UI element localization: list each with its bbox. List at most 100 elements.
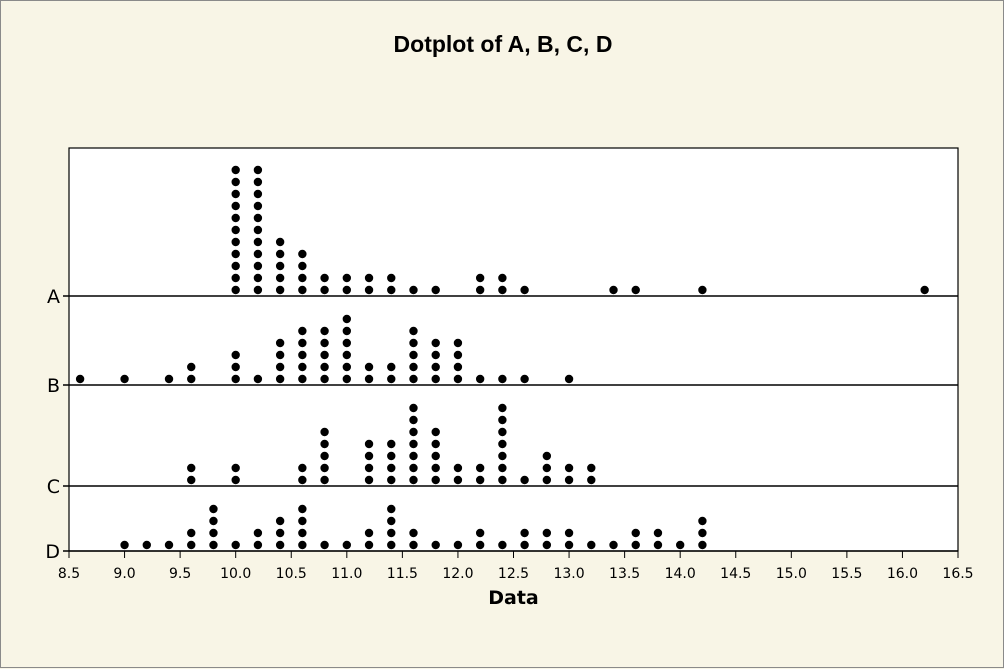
dot-b <box>409 338 418 348</box>
dot-b <box>298 374 307 384</box>
dot-b <box>275 374 285 384</box>
dot-b <box>409 350 418 360</box>
dot-c <box>320 427 329 437</box>
dot-c <box>475 475 485 485</box>
dot-c <box>453 475 463 485</box>
dot-d <box>142 540 151 550</box>
dot-b <box>409 326 418 336</box>
dot-b <box>164 374 174 384</box>
dot-d <box>609 540 618 550</box>
dot-d <box>253 540 263 550</box>
dot-d <box>275 540 285 550</box>
dot-a <box>298 285 307 295</box>
dot-d <box>364 528 374 538</box>
dot-a <box>231 225 240 235</box>
dot-a <box>275 261 285 271</box>
dot-c <box>520 475 529 485</box>
dot-c <box>231 475 240 485</box>
category-label-a: A <box>47 286 60 308</box>
x-tick-label: 13.0 <box>553 566 584 582</box>
x-tick-label: 10.5 <box>276 566 307 582</box>
dot-d <box>298 528 307 538</box>
dot-c <box>498 427 507 437</box>
dot-a <box>498 273 507 283</box>
dot-a <box>520 285 529 295</box>
dot-c <box>498 451 507 461</box>
dot-c <box>298 475 307 485</box>
dot-a <box>253 201 263 211</box>
dot-d <box>387 504 396 514</box>
dot-b <box>387 374 396 384</box>
dot-d <box>475 540 485 550</box>
dot-b <box>320 362 329 372</box>
dot-a <box>364 285 374 295</box>
dot-a <box>475 285 485 295</box>
dot-d <box>631 540 640 550</box>
dot-c <box>409 439 418 449</box>
dot-a <box>342 285 352 295</box>
dot-a <box>253 225 263 235</box>
dot-c <box>498 463 507 473</box>
dot-c <box>431 427 440 437</box>
dot-b <box>364 374 374 384</box>
x-tick-label: 14.5 <box>720 566 751 582</box>
dot-d <box>431 540 440 550</box>
dot-a <box>475 273 485 283</box>
dot-c <box>409 415 418 425</box>
dot-a <box>231 213 240 223</box>
dot-c <box>587 475 596 485</box>
dot-b <box>498 374 507 384</box>
dot-b <box>120 374 129 384</box>
dot-b <box>275 338 285 348</box>
dot-a <box>298 261 307 271</box>
dot-d <box>298 540 307 550</box>
dot-c <box>320 463 329 473</box>
dot-c <box>187 475 196 485</box>
dot-b <box>342 338 352 348</box>
dot-a <box>253 273 263 283</box>
dot-a <box>498 285 507 295</box>
dot-b <box>409 374 418 384</box>
dot-b <box>320 326 329 336</box>
dot-a <box>253 237 263 247</box>
dot-a <box>231 237 240 247</box>
dot-d <box>698 528 707 538</box>
dot-b <box>431 362 440 372</box>
dot-a <box>431 285 440 295</box>
dot-d <box>209 540 218 550</box>
dot-c <box>587 463 596 473</box>
dot-b <box>431 350 440 360</box>
dot-c <box>409 463 418 473</box>
dot-d <box>209 528 218 538</box>
dot-b <box>453 338 463 348</box>
dot-d <box>387 528 396 538</box>
dot-b <box>187 374 196 384</box>
x-tick-label: 9.0 <box>113 566 135 582</box>
dot-b <box>342 314 352 324</box>
dot-d <box>631 528 640 538</box>
dot-a <box>253 261 263 271</box>
chart-title: Dotplot of A, B, C, D <box>393 31 613 57</box>
dot-a <box>231 165 240 175</box>
dot-b <box>231 362 240 372</box>
dot-c <box>498 439 507 449</box>
dot-c <box>431 463 440 473</box>
dot-c <box>320 451 329 461</box>
dot-a <box>253 177 263 187</box>
dot-a <box>409 285 418 295</box>
dot-a <box>275 237 285 247</box>
dot-d <box>409 540 418 550</box>
dot-d <box>187 528 196 538</box>
dot-c <box>564 463 574 473</box>
dot-d <box>653 540 663 550</box>
dot-a <box>253 249 263 259</box>
dot-d <box>542 540 552 550</box>
dot-c <box>409 451 418 461</box>
x-tick-label: 11.5 <box>387 566 418 582</box>
dot-a <box>387 285 396 295</box>
dot-b <box>187 362 196 372</box>
dot-c <box>431 475 440 485</box>
dot-b <box>342 362 352 372</box>
dot-b <box>520 374 529 384</box>
dot-b <box>453 362 463 372</box>
